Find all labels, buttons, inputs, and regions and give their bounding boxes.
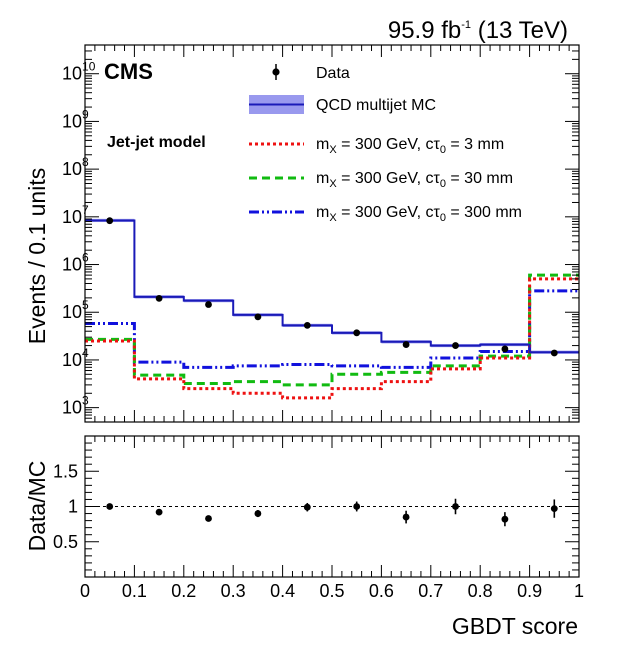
histogram-sig300 [85, 289, 579, 369]
x-axis-label: GBDT score [452, 613, 578, 639]
data-point [303, 321, 311, 329]
ratio-point [353, 503, 361, 510]
data-point [254, 313, 262, 321]
x-tick-label: 0.3 [221, 581, 246, 601]
data-point [205, 301, 212, 308]
data-point [353, 329, 361, 337]
legend-data-label: Data [316, 65, 350, 82]
x-tick-label: 0.4 [270, 581, 295, 601]
legend-entry-signal-30mm: mX = 300 GeV, cτ0 = 30 mm [249, 170, 513, 190]
legend-entry-data: Data [272, 64, 350, 82]
ratio-point [155, 508, 163, 516]
ratio-point [402, 513, 410, 521]
legend-signal-3mm-label: mX = 300 GeV, cτ0 = 3 mm [316, 136, 504, 156]
ratio-point [205, 515, 212, 522]
legend-signal-30mm-label: mX = 300 GeV, cτ0 = 30 mm [316, 170, 513, 190]
ratio-y-tick-label: 1.5 [53, 461, 78, 481]
luminosity-label: 95.9 fb-1 (13 TeV) [388, 17, 568, 44]
ratio-axis-ticks: 0 0.1 0.2 0.3 0.4 0.5 0.6 0.7 0.8 0.9 1 0.5 1 1.5 [53, 435, 584, 601]
data-point [155, 294, 163, 302]
main-plot-frame [84, 44, 580, 423]
data-point [452, 342, 459, 349]
ratio-points [106, 498, 558, 527]
x-tick-label: 1 [574, 581, 584, 601]
data-point [402, 341, 410, 348]
ratio-point [452, 503, 459, 510]
legend-entry-qcd: QCD multijet MC [249, 95, 436, 114]
ratio-panel: 0 0.1 0.2 0.3 0.4 0.5 0.6 0.7 0.8 0.9 1 0.5 1 1.5 Dat… [24, 435, 584, 639]
x-tick-label: 0 [80, 581, 90, 601]
ratio-plot-frame [84, 435, 580, 578]
ratio-point [501, 515, 509, 523]
cms-label: CMS [104, 59, 153, 84]
x-tick-label: 0.8 [468, 581, 493, 601]
ratio-point [550, 505, 558, 513]
ratio-point [106, 503, 114, 510]
x-tick-label: 0.5 [319, 581, 344, 601]
histogram-sig3 [85, 277, 579, 400]
x-tick-label: 0.7 [418, 581, 443, 601]
ratio-y-axis-label: Data/MC [24, 461, 50, 552]
x-tick-label: 0.6 [369, 581, 394, 601]
x-tick-label: 0.9 [517, 581, 542, 601]
main-plot-background [85, 45, 579, 422]
main-y-axis-label: Events / 0.1 units [24, 168, 50, 344]
ratio-point [254, 510, 262, 517]
ratio-point [303, 503, 311, 511]
legend-qcd-label: QCD multijet MC [316, 97, 436, 114]
data-points [106, 217, 558, 357]
legend-data-marker [272, 68, 280, 76]
x-tick-label: 0.1 [122, 581, 147, 601]
x-tick-label: 0.2 [171, 581, 196, 601]
ratio-y-tick-label: 0.5 [53, 532, 78, 552]
legend: Data QCD multijet MC mX = 300 GeV, cτ0 =… [249, 64, 522, 224]
legend-signal-300mm-label: mX = 300 GeV, cτ0 = 300 mm [316, 204, 522, 224]
legend-entry-signal-3mm: mX = 300 GeV, cτ0 = 3 mm [249, 136, 504, 156]
data-point [550, 349, 558, 357]
data-point [501, 345, 509, 353]
data-point [106, 217, 114, 225]
histogram-qcd [85, 219, 579, 354]
histogram-lines [85, 219, 579, 400]
legend-entry-signal-300mm: mX = 300 GeV, cτ0 = 300 mm [249, 204, 522, 224]
model-label: Jet-jet model [107, 134, 206, 151]
ratio-y-tick-label: 1 [68, 497, 78, 517]
